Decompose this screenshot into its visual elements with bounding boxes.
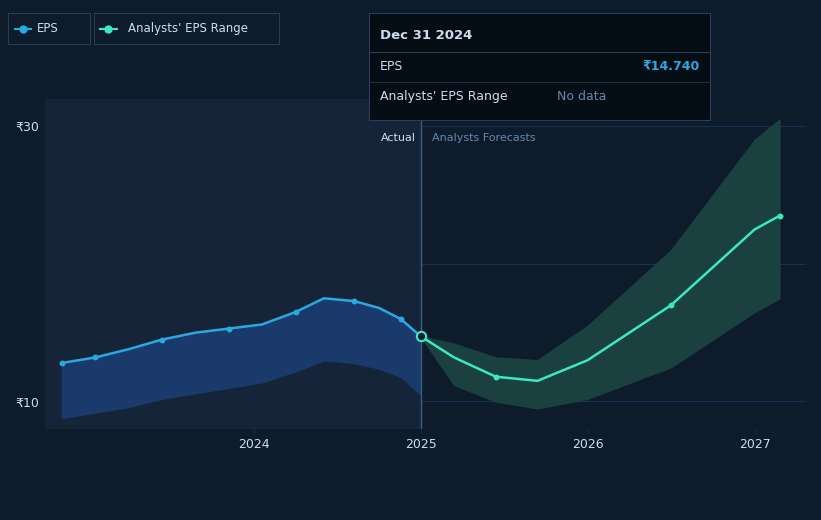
Point	[289, 308, 302, 316]
Text: No data: No data	[557, 90, 606, 103]
Point	[664, 301, 677, 309]
Bar	[45, 99, 420, 429]
Point	[222, 324, 236, 333]
Point	[89, 353, 102, 361]
Text: Analysts' EPS Range: Analysts' EPS Range	[379, 90, 507, 103]
Point	[102, 24, 115, 33]
Text: Analysts' EPS Range: Analysts' EPS Range	[128, 22, 248, 35]
Point	[155, 335, 168, 344]
Point	[55, 359, 68, 367]
Text: EPS: EPS	[379, 60, 403, 73]
Text: Analysts Forecasts: Analysts Forecasts	[433, 133, 536, 143]
Text: EPS: EPS	[37, 22, 58, 35]
Point	[16, 24, 30, 33]
Point	[489, 372, 502, 381]
Point	[394, 315, 407, 323]
Text: Dec 31 2024: Dec 31 2024	[379, 29, 472, 42]
Text: ₹14.740: ₹14.740	[643, 60, 700, 73]
Point	[347, 297, 360, 305]
Point	[773, 212, 787, 220]
Point	[414, 332, 427, 341]
Text: Actual: Actual	[381, 133, 415, 143]
